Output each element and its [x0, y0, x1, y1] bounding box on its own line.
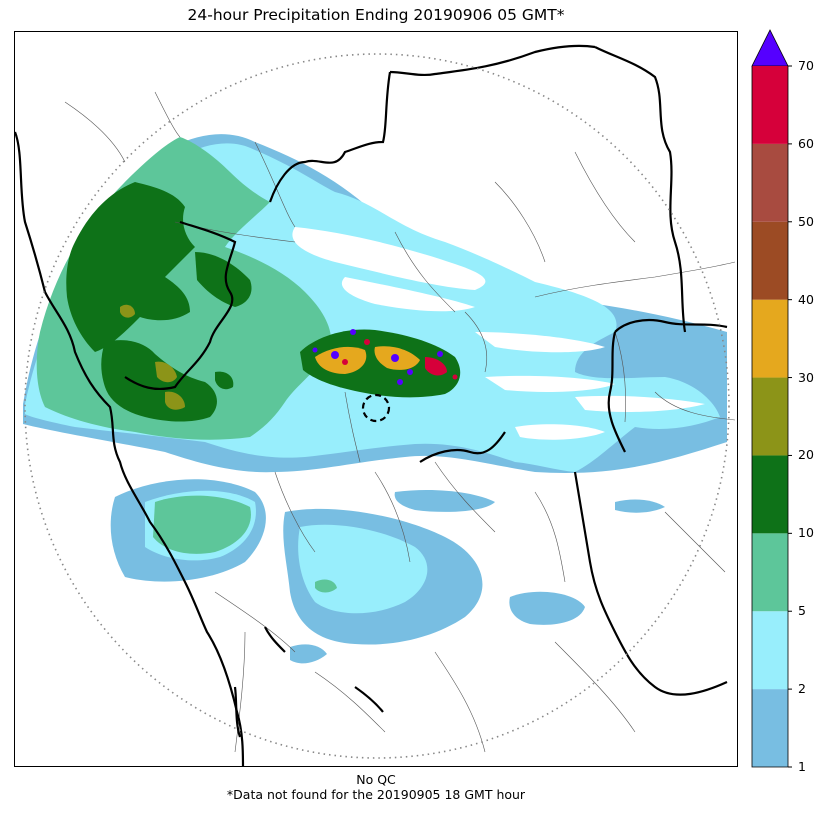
colorbar-frame [751, 66, 789, 768]
colorbar-bin-2-5 [752, 611, 788, 690]
colorbar-tick-label: 60 [798, 135, 814, 151]
footer-qc-note: No QC [356, 772, 396, 787]
footer-missing-data-note: *Data not found for the 20190905 18 GMT … [226, 787, 526, 802]
convective-cluster [300, 329, 461, 398]
range-ring [24, 53, 730, 759]
colorbar-bin-30-40 [752, 299, 788, 378]
colorbar-bin-40-50 [752, 221, 788, 300]
colorbar-tick-label: 1 [798, 759, 806, 774]
colorbar-tick-label: 2 [798, 681, 806, 697]
colorbar-tick-label: 5 [798, 603, 806, 619]
colorbar-extend-max-triangle [751, 29, 789, 67]
map-canvas [15, 44, 736, 766]
map-title: 24-hour Precipitation Ending 20190906 05… [187, 6, 565, 24]
colorbar-bin-10-20 [752, 455, 788, 534]
colorbar [751, 29, 792, 768]
colorbar-tick-label: 20 [798, 447, 814, 463]
precipitation-map [14, 31, 738, 767]
precip-gaps [292, 227, 705, 440]
precip-field-20-30 [120, 304, 185, 410]
colorbar-canvas [751, 29, 792, 768]
radar-site-marker [361, 393, 391, 423]
colorbar-bin-50-60 [752, 143, 788, 222]
state-boundaries [15, 44, 728, 766]
colorbar-tick-label: 50 [798, 213, 814, 229]
colorbar-tick-label: 30 [798, 369, 814, 385]
colorbar-bin-20-30 [752, 377, 788, 456]
precip-field-10-20 [66, 182, 252, 422]
colorbar-bin-60-70 [752, 66, 788, 144]
colorbar-tick-label: 40 [798, 291, 814, 307]
colorbar-tick-label: 70 [798, 58, 814, 73]
colorbar-bin-5-10 [752, 533, 788, 612]
colorbar-tick-label: 10 [798, 525, 814, 541]
colorbar-bin-1-2 [752, 689, 788, 767]
